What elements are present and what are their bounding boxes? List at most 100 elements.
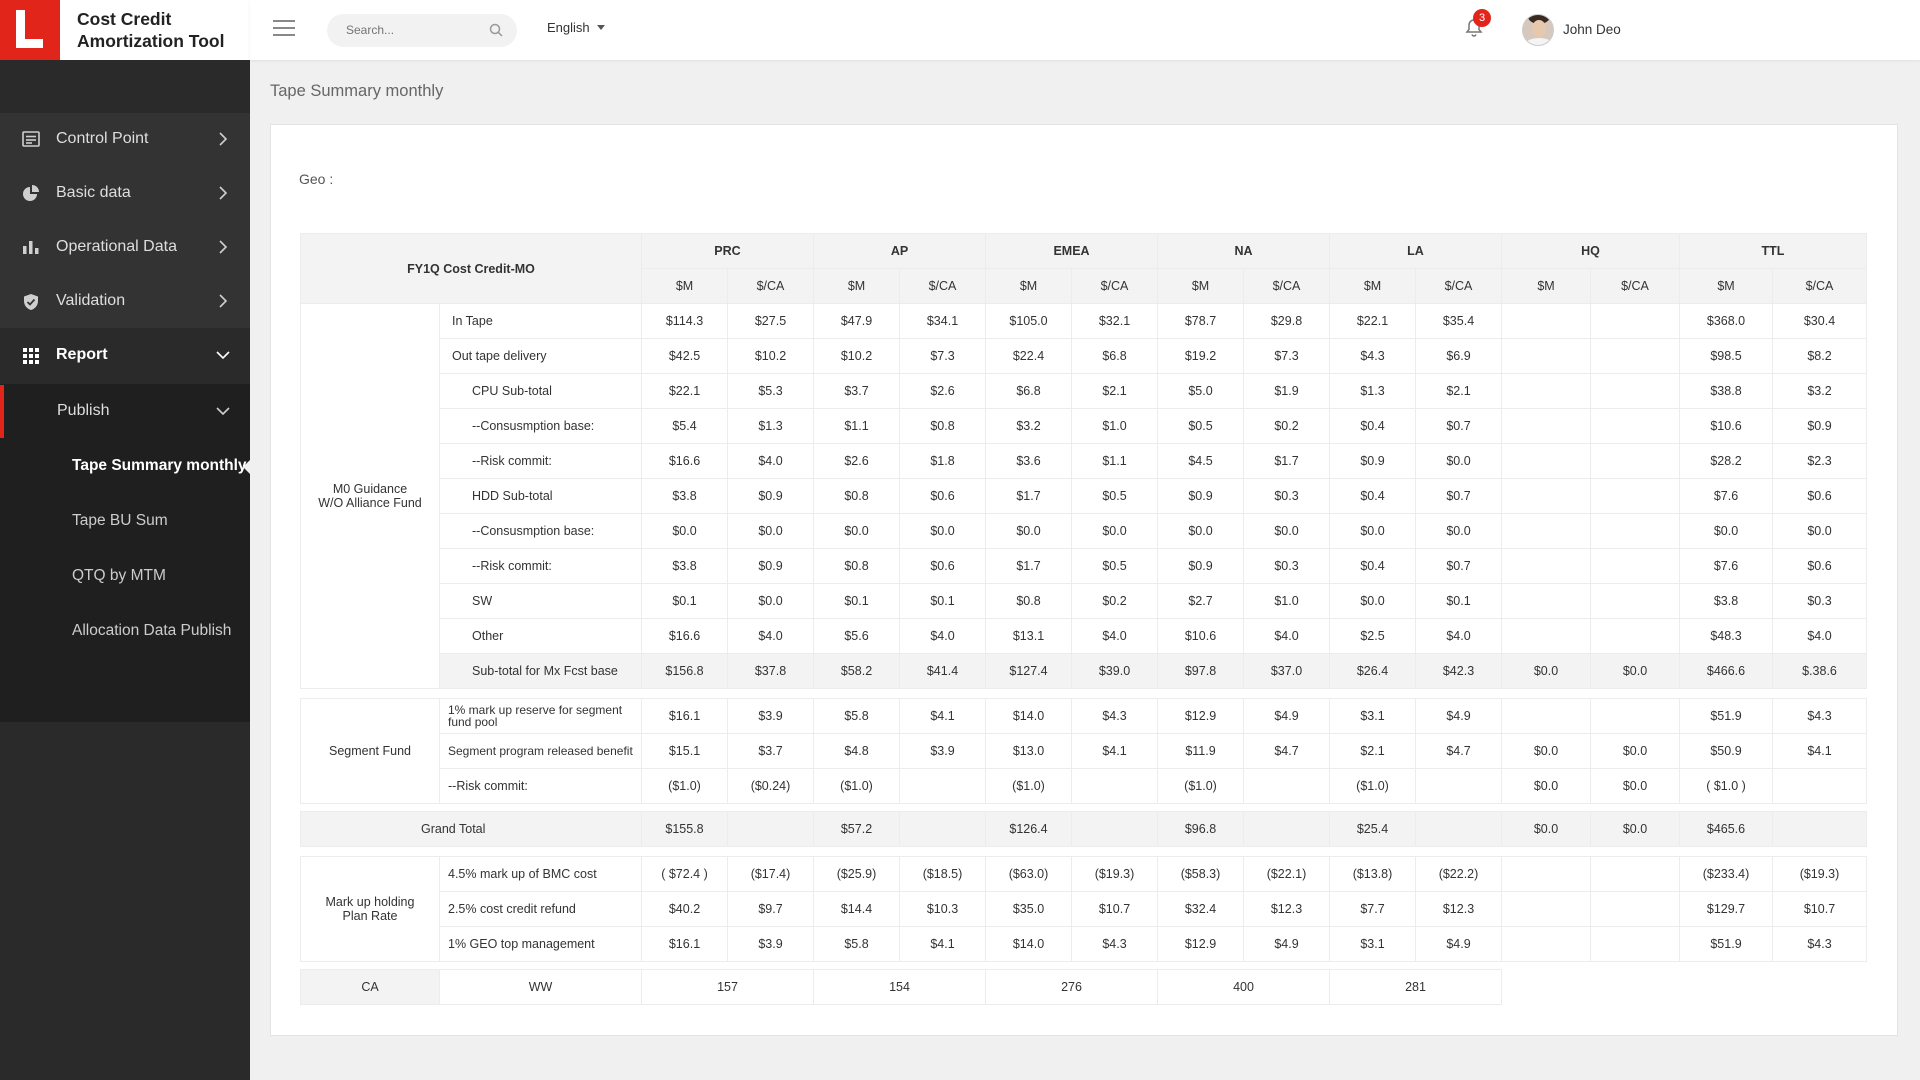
unit-m-header: $M [641, 268, 728, 304]
table-cell: $0.6 [899, 548, 986, 584]
table-cell: $4.3 [1772, 698, 1867, 734]
user-name[interactable]: John Deo [1563, 22, 1621, 37]
table-row: Out tape delivery $42.5 $10.2 $10.2 $7.3 $22.… [301, 338, 1867, 374]
table-cell: $4.1 [899, 926, 986, 962]
table-cell: $32.4 [1157, 891, 1244, 927]
page-title: Tape Summary monthly [270, 82, 444, 100]
table-cell: $5.4 [641, 408, 728, 444]
table-cell: $105.0 [985, 303, 1072, 339]
menu-toggle-icon[interactable] [273, 20, 295, 38]
grand-total-ap: $57.2 [813, 811, 900, 847]
table-cell: $0.1 [1415, 583, 1502, 619]
sidebar-item-control-point[interactable]: Control Point [0, 113, 250, 166]
corner-header: FY1Q Cost Credit-MO [300, 233, 642, 304]
sidebar-item-publish[interactable]: Publish [0, 385, 250, 438]
table-cell: $10.3 [899, 891, 986, 927]
table-cell: $4.0 [1415, 618, 1502, 654]
table-cell: $97.8 [1157, 653, 1244, 689]
language-selector[interactable]: English [547, 20, 605, 35]
table-cell [1772, 768, 1867, 804]
table-cell: ($1.0) [641, 768, 728, 804]
table-cell: $0.3 [1243, 548, 1330, 584]
table-cell: $0.4 [1329, 408, 1416, 444]
table-cell: $4.3 [1772, 926, 1867, 962]
table-cell: ($13.8) [1329, 856, 1416, 892]
unit-m-header: $M [1157, 268, 1244, 304]
user-avatar[interactable] [1522, 14, 1554, 46]
sidebar-item-operational-data[interactable]: Operational Data [0, 221, 250, 274]
markup-label-line2: Plan Rate [342, 909, 398, 923]
app-logo [0, 0, 60, 60]
grand-total-emea: $126.4 [985, 811, 1072, 847]
unit-m-header: $M [1679, 268, 1773, 304]
table-cell: $3.2 [1772, 373, 1867, 409]
table-cell: $6.8 [985, 373, 1072, 409]
table-cell: $7.3 [899, 338, 986, 374]
table-cell: ($22.1) [1243, 856, 1330, 892]
table-cell: $4.1 [1071, 733, 1158, 769]
sidebar-subitem-allocation-data-publish[interactable]: Allocation Data Publish [0, 604, 250, 659]
table-cell: $0.7 [1415, 478, 1502, 514]
sidebar-subitem-tape-bu-sum[interactable]: Tape BU Sum [0, 494, 250, 549]
table-cell: $0.4 [1329, 548, 1416, 584]
table-cell: $14.0 [985, 926, 1072, 962]
sidebar-item-validation[interactable]: Validation [0, 275, 250, 328]
table-cell [1590, 513, 1680, 549]
table-cell [1590, 303, 1680, 339]
ca-na: 400 [1157, 969, 1330, 1005]
chevron-down-icon [216, 407, 230, 416]
table-cell: $0.0 [1071, 513, 1158, 549]
table-cell [1501, 548, 1591, 584]
table-cell: $7.6 [1679, 478, 1773, 514]
table-cell: $0.1 [641, 583, 728, 619]
table-cell: $42.3 [1415, 653, 1502, 689]
table-cell: $30.4 [1772, 303, 1867, 339]
table-cell [1501, 891, 1591, 927]
table-cell: $2.7 [1157, 583, 1244, 619]
table-cell: $4.7 [1243, 733, 1330, 769]
table-cell: $0.0 [985, 513, 1072, 549]
search-box[interactable] [327, 14, 517, 47]
table-cell: ($19.3) [1071, 856, 1158, 892]
table-cell: $6.9 [1415, 338, 1502, 374]
row-label: Segment program released benefit [439, 733, 642, 769]
search-input[interactable] [346, 23, 476, 37]
table-cell: $22.4 [985, 338, 1072, 374]
search-icon[interactable] [489, 23, 503, 37]
guidance-group-label: M0 Guidance W/O Alliance Fund [300, 303, 440, 689]
table-cell [1590, 583, 1680, 619]
app-title-line1: Cost Credit [77, 9, 172, 29]
table-row: --Risk commit: $3.8 $0.9 $0.8 $0.6 $1.7 $0.5 $0… [301, 548, 1867, 584]
table-cell: $16.6 [641, 618, 728, 654]
table-cell: $1.8 [899, 443, 986, 479]
table-row: --Consusmption base: $0.0 $0.0 $0.0 $0.0 $0.0… [301, 513, 1867, 549]
sidebar-item-basic-data[interactable]: Basic data [0, 167, 250, 220]
top-bar: English [250, 0, 1920, 60]
row-label: --Consusmption base: [439, 408, 642, 444]
table-cell: $50.9 [1679, 733, 1773, 769]
row-label: --Consusmption base: [439, 513, 642, 549]
table-cell: $12.3 [1243, 891, 1330, 927]
markup-table: Mark up holding Plan Rate 4.5% mark up of … [300, 856, 1867, 962]
table-cell: $47.9 [813, 303, 900, 339]
table-cell: $0.9 [1772, 408, 1867, 444]
table-cell [1501, 513, 1591, 549]
active-indicator [243, 460, 250, 474]
sidebar-subitem-qtq-by-mtm[interactable]: QTQ by MTM [0, 549, 250, 604]
table-row: Mark up holding Plan Rate 4.5% mark up of … [300, 856, 1867, 962]
table-cell: ($1.0) [1329, 768, 1416, 804]
table-cell: ($1.0) [985, 768, 1072, 804]
table-cell: $0.4 [1329, 478, 1416, 514]
table-cell [1501, 478, 1591, 514]
row-label: 2.5% cost credit refund [439, 891, 642, 927]
table-cell: $1.7 [985, 478, 1072, 514]
sidebar-item-report[interactable]: Report [0, 329, 250, 382]
table-cell: $0.0 [727, 583, 814, 619]
region-header-hq: HQ [1501, 233, 1680, 269]
table-cell: $4.0 [1071, 618, 1158, 654]
ca-la: 281 [1329, 969, 1502, 1005]
table-cell: ($18.5) [899, 856, 986, 892]
sidebar-subitem-tape-summary-monthly[interactable]: Tape Summary monthly [0, 439, 250, 494]
sidebar-subitem-label: Tape BU Sum [72, 512, 168, 529]
table-cell: $0.2 [1071, 583, 1158, 619]
